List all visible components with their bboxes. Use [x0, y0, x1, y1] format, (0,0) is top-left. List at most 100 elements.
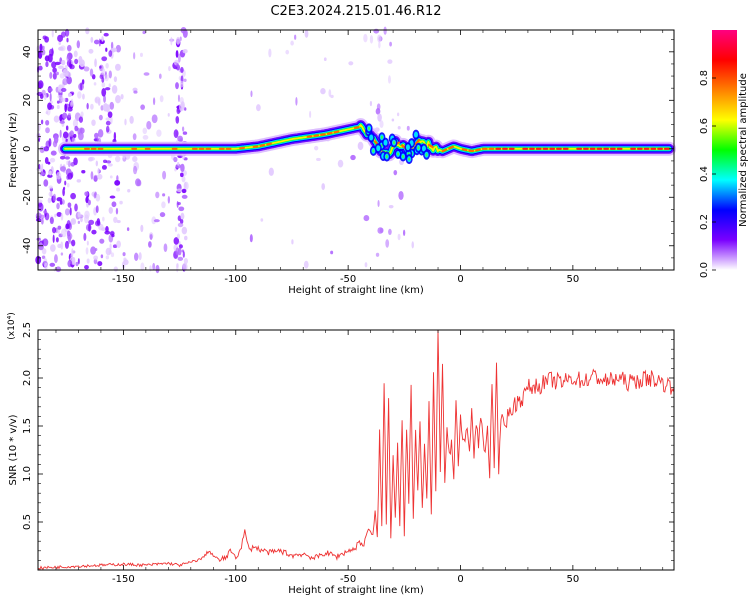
spectrogram-speckle — [58, 65, 64, 69]
spectrogram-speckle — [328, 89, 331, 97]
spectrogram-speckle — [66, 126, 69, 131]
spectrogram-speckle — [102, 217, 105, 222]
spectrogram-speckle — [291, 239, 293, 244]
spectrogram-speckle — [96, 160, 98, 166]
spectrogram-speckle — [398, 234, 401, 241]
spectrogram-y-axis-label: Frequency (Hz) — [8, 112, 19, 188]
spectrogram-speckle — [53, 235, 55, 243]
spectrogram-speckle — [174, 129, 179, 138]
spectrogram-speckle — [38, 203, 43, 212]
spectrogram-speckle — [177, 202, 181, 205]
spectrogram-speckle — [56, 237, 59, 242]
spectrogram-speckle — [153, 97, 155, 105]
spectrogram-speckle — [127, 189, 130, 192]
spectrogram-speckle — [389, 42, 392, 47]
spectrogram-speckle — [61, 60, 65, 65]
spectrogram-speckle — [36, 212, 42, 219]
spectrogram-speckle — [99, 115, 103, 121]
spectrogram-speckle — [133, 166, 137, 174]
spectrogram-speckle — [114, 132, 116, 141]
spectrogram-speckle — [52, 30, 54, 38]
spectrogram-speckle — [73, 134, 76, 138]
spectrogram-speckle — [162, 171, 166, 180]
spectrogram-speckle — [170, 37, 172, 46]
spectrogram-speckle — [87, 258, 90, 263]
spectrogram-speckle — [43, 179, 48, 186]
spectrogram-speckle — [84, 191, 88, 196]
spectrogram-speckle — [164, 243, 168, 252]
spectrogram-speckle — [81, 170, 85, 173]
ridge-blob-core — [414, 132, 418, 138]
spectrogram-speckle — [102, 82, 106, 87]
spectrogram-speckle — [88, 49, 93, 54]
spectrogram-speckle — [101, 88, 106, 97]
spectrogram-speckle — [80, 59, 85, 67]
spectrogram-speckle — [56, 203, 59, 209]
spectrogram-speckle — [115, 64, 121, 71]
spectrogram-speckle — [133, 91, 137, 94]
spectrogram-speckle — [45, 127, 50, 133]
spectrogram-speckle — [162, 193, 165, 196]
spectrogram-speckle — [398, 191, 403, 200]
spectrogram-speckle — [83, 233, 86, 241]
spectrogram-speckle — [57, 226, 61, 230]
spectrogram-speckle — [70, 193, 76, 199]
spectrogram-speckle — [98, 129, 103, 137]
ridge-blob-core — [376, 145, 380, 151]
spectrogram-speckle — [104, 33, 109, 37]
spectrogram-speckle — [178, 223, 184, 227]
spectrogram-speckle — [50, 158, 55, 163]
spectrogram-speckle — [316, 158, 321, 161]
spectrogram-speckle — [45, 213, 50, 221]
spectrogram-speckle — [74, 126, 78, 132]
spectrogram-speckle — [49, 49, 54, 56]
spectrogram-speckle — [90, 246, 96, 254]
spectrogram-speckle — [116, 240, 121, 248]
spectrogram-speckle — [87, 241, 89, 246]
spectrogram-speckle — [143, 135, 149, 140]
spectrogram-speckle — [133, 133, 137, 140]
spectrogram-speckle — [132, 156, 137, 162]
spectrogram-speckle — [102, 165, 107, 170]
spectrogram-speckle — [68, 160, 71, 167]
y-tick-label: 1.0 — [22, 466, 33, 482]
spectrogram-speckle — [53, 194, 56, 202]
spectrogram-speckle — [160, 212, 165, 217]
spectrogram-speckle — [66, 55, 69, 61]
spectrogram-speckle — [104, 74, 108, 81]
spectrogram-speckle — [65, 156, 70, 159]
spectrogram-speckle — [45, 120, 49, 126]
spectrogram-speckle — [74, 59, 78, 64]
spectrogram-speckle — [39, 44, 42, 52]
spectrogram-speckle — [116, 208, 118, 215]
ridge-peak — [267, 144, 271, 145]
spectrogram-speckle — [180, 67, 184, 73]
spectrogram-speckle — [134, 253, 138, 261]
spectrogram-speckle — [70, 130, 74, 136]
spectrogram-speckle — [108, 50, 112, 57]
spectrogram-speckle — [176, 247, 180, 255]
spectrogram-speckle — [102, 68, 105, 75]
spectrogram-speckle — [67, 45, 72, 52]
colorbar-tick-label: 0.2 — [699, 214, 710, 230]
spectrogram-speckle — [387, 59, 392, 63]
spectrogram-speckle — [177, 189, 183, 193]
spectrogram-speckle — [129, 116, 133, 124]
spectrogram-speckle — [109, 83, 111, 87]
spectrogram-speckle — [90, 69, 93, 77]
y-tick-label: 2.0 — [22, 370, 33, 386]
spectrogram-speckle — [295, 97, 297, 106]
spectrogram-speckle — [377, 35, 381, 43]
spectrogram-speckle — [49, 72, 52, 79]
spectrogram-speckle — [99, 66, 101, 69]
spectrogram-speckle — [85, 27, 89, 34]
ridge-blob-core — [383, 140, 387, 146]
spectrogram-speckle — [309, 111, 311, 118]
spectrogram-speckle — [45, 55, 50, 61]
spectrogram-speckle — [154, 219, 160, 222]
spectrogram-speckle — [53, 140, 57, 147]
spectrogram-speckle — [71, 218, 77, 225]
y-tick-label: 0 — [22, 146, 33, 152]
spectrogram-speckle — [156, 129, 161, 136]
